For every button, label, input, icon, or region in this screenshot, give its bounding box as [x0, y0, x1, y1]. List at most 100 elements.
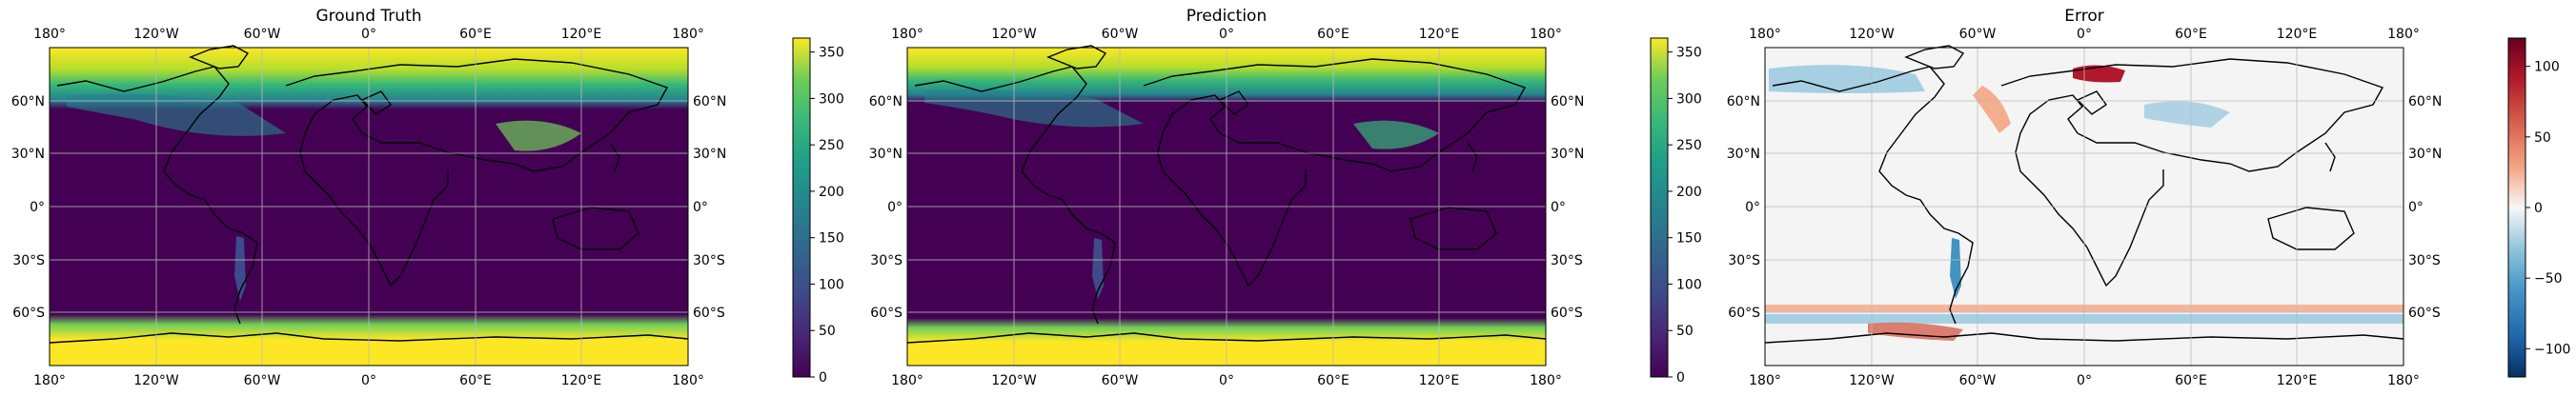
x-tick-bottom: 180°: [33, 373, 66, 388]
x-tick-top: 0°: [1219, 27, 1234, 42]
colorbar-tick-label: −100: [2534, 342, 2570, 357]
y-tick-left: 60°N: [11, 94, 45, 109]
map-frame: [906, 47, 1547, 366]
x-tick-bottom: 60°E: [2175, 373, 2207, 388]
colorbar-gradient: [792, 37, 811, 378]
colorbar-tick-label: 50: [819, 324, 836, 339]
colorbar-tick-label: 100: [819, 277, 844, 292]
y-tick-right: 60°S: [1551, 306, 1583, 321]
y-tick-right: 30°S: [693, 253, 725, 268]
x-tick-top: 120°E: [1419, 27, 1460, 42]
y-tick-right: 0°: [1551, 200, 1566, 215]
y-tick-left: 30°N: [1727, 147, 1760, 162]
gridlines: [1765, 48, 2404, 366]
panel-title: Error: [2064, 7, 2103, 26]
x-tick-bottom: 180°: [672, 373, 704, 388]
x-tick-bottom: 120°W: [133, 373, 179, 388]
panel-prediction: Prediction: [869, 7, 1702, 388]
colorbar-gradient: [2507, 37, 2526, 378]
x-tick-top: 0°: [2077, 27, 2092, 42]
x-tick-bottom: 60°W: [1102, 373, 1139, 388]
gridlines: [907, 48, 1546, 366]
coastlines: [49, 45, 689, 344]
y-tick-left: 60°S: [1728, 306, 1760, 321]
x-tick-top: 0°: [361, 27, 376, 42]
panel-title: Ground Truth: [315, 7, 421, 26]
y-tick-left: 30°N: [11, 147, 45, 162]
y-tick-left: 30°S: [12, 253, 45, 268]
x-tick-top: 120°W: [133, 27, 179, 42]
y-tick-left: 0°: [887, 200, 903, 215]
y-tick-right: 60°N: [693, 94, 726, 109]
x-tick-top: 180°: [891, 27, 923, 42]
y-tick-left: 0°: [1745, 200, 1760, 215]
x-tick-top: 120°W: [991, 27, 1037, 42]
boreal-field: [67, 93, 286, 136]
x-tick-bottom: 180°: [891, 373, 923, 388]
y-tick-right: 60°S: [693, 306, 725, 321]
colorbar-tick-label: 100: [1676, 277, 1702, 292]
x-tick-top: 60°E: [2175, 27, 2207, 42]
y-tick-left: 60°S: [870, 306, 903, 321]
colorbar-tick-label: 250: [1676, 138, 1702, 153]
x-tick-top: 180°: [33, 27, 66, 42]
colorbar-tick-label: 100: [2534, 60, 2560, 75]
x-tick-top: 180°: [1749, 27, 1781, 42]
map-area: [1764, 45, 2404, 366]
colorbar-tick-label: 250: [819, 138, 844, 153]
y-tick-right: 30°S: [2408, 253, 2441, 268]
colorbar-tick-label: 150: [819, 231, 844, 247]
x-tick-bottom: 60°E: [459, 373, 492, 388]
tibet-field: [496, 120, 581, 151]
colorbar-tick-label: 0: [1676, 370, 1685, 386]
x-tick-top: 120°W: [1849, 27, 1895, 42]
x-tick-bottom: 60°W: [1959, 373, 1997, 388]
colorbar: −100 −50 0 50 100: [2507, 37, 2570, 378]
y-tick-left: 0°: [30, 200, 45, 215]
x-tick-top: 60°W: [1102, 27, 1139, 42]
x-tick-bottom: 0°: [2077, 373, 2092, 388]
panel-ground-truth: Ground Truth: [11, 7, 844, 388]
colorbar-tick-label: 50: [2534, 130, 2551, 146]
x-tick-top: 60°E: [459, 27, 492, 42]
map-area: [906, 45, 1547, 366]
colorbar-tick-label: 200: [1676, 185, 1702, 200]
y-tick-right: 60°S: [2408, 306, 2441, 321]
colorbar-tick-label: −50: [2534, 271, 2563, 287]
colorbar-tick-label: 200: [819, 185, 844, 200]
colorbar-tick-label: 300: [1676, 91, 1702, 107]
x-tick-bottom: 0°: [361, 373, 376, 388]
y-tick-right: 0°: [2408, 200, 2424, 215]
y-tick-left: 60°N: [1727, 94, 1760, 109]
colorbar-tick-label: 150: [1676, 231, 1702, 247]
x-tick-bottom: 120°W: [991, 373, 1037, 388]
y-tick-right: 30°N: [2408, 147, 2442, 162]
y-tick-left: 30°S: [870, 253, 903, 268]
x-tick-top: 60°W: [1959, 27, 1997, 42]
y-tick-left: 60°N: [869, 94, 903, 109]
map-frame: [1764, 47, 2404, 366]
y-tick-right: 0°: [693, 200, 708, 215]
map-area: [49, 45, 689, 366]
colorbar-tick-label: 300: [819, 91, 844, 107]
y-tick-left: 60°S: [12, 306, 45, 321]
x-tick-top: 120°E: [2277, 27, 2318, 42]
y-tick-left: 30°S: [1728, 253, 1760, 268]
coastlines: [906, 45, 1547, 344]
colorbar-tick-label: 0: [819, 370, 827, 386]
coastlines: [1764, 45, 2404, 344]
error-siberia-blue: [2144, 101, 2230, 128]
x-tick-bottom: 60°W: [244, 373, 281, 388]
y-tick-right: 30°S: [1551, 253, 1583, 268]
x-tick-top: 60°W: [244, 27, 281, 42]
colorbar-tick-label: 50: [1676, 324, 1694, 339]
x-tick-bottom: 180°: [1749, 373, 1781, 388]
y-tick-right: 30°N: [1551, 147, 1584, 162]
y-tick-right: 60°N: [1551, 94, 1584, 109]
x-tick-top: 180°: [672, 27, 704, 42]
x-tick-bottom: 120°E: [2277, 373, 2318, 388]
y-tick-right: 30°N: [693, 147, 726, 162]
y-tick-right: 60°N: [2408, 94, 2442, 109]
colorbar-gradient: [1650, 37, 1669, 378]
colorbar-tick-label: 350: [819, 46, 844, 61]
